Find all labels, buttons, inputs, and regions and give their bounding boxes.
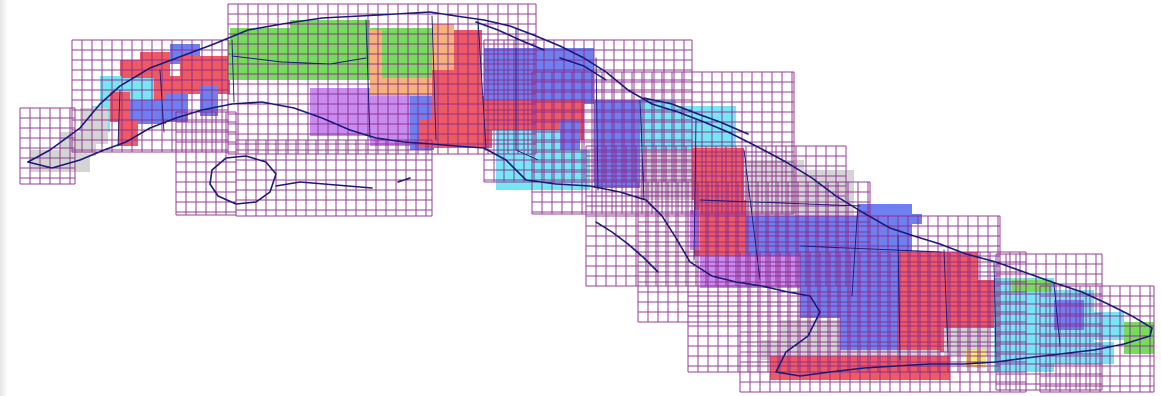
cell-orange	[432, 24, 454, 78]
admin-boundary	[365, 19, 371, 139]
admin-boundary	[943, 249, 949, 353]
admin-boundary	[897, 235, 901, 361]
grid-lines-tile-12	[995, 253, 1103, 391]
coastline-segment	[595, 221, 659, 273]
admin-boundary	[693, 119, 697, 261]
admin-boundary	[117, 89, 121, 147]
cell-cyan	[100, 76, 110, 86]
cell-blue	[912, 214, 922, 224]
cell-blue	[560, 120, 580, 150]
admin-boundary	[159, 69, 165, 133]
cell-red	[110, 92, 130, 122]
coastline-segment	[397, 177, 411, 183]
admin-boundary	[515, 27, 539, 161]
admin-boundary	[595, 57, 599, 191]
admin-boundary	[799, 245, 943, 253]
cell-orange	[380, 78, 432, 98]
cell-blue	[166, 94, 188, 122]
coastline-segment	[27, 101, 1153, 377]
admin-boundary	[851, 203, 859, 297]
coastline	[27, 11, 1153, 377]
admin-boundary	[1053, 283, 1061, 347]
admin-boundary	[639, 99, 645, 201]
cell-cyan	[640, 100, 676, 152]
cell-red	[694, 200, 746, 256]
cell-red	[120, 60, 140, 78]
cell-gray	[760, 340, 790, 360]
grid-lines-tile-1	[19, 107, 76, 185]
cell-cyan	[1054, 342, 1114, 364]
cell-green	[380, 28, 432, 78]
cell-red	[484, 100, 534, 130]
cell-red	[432, 70, 482, 100]
coastline-segment	[275, 181, 373, 189]
left-edge-shadow	[0, 0, 8, 396]
cell-blue	[200, 86, 218, 116]
cell-green	[290, 20, 370, 32]
cell-red	[944, 280, 994, 328]
cell-cyan	[676, 106, 736, 150]
coastline-segment	[643, 97, 749, 135]
cell-blue	[1054, 300, 1084, 330]
cell-orange	[370, 30, 382, 96]
admin-boundary	[231, 39, 235, 103]
admin-boundary	[699, 199, 861, 207]
coastline-segment	[475, 21, 545, 51]
grid-lines-tile-5	[235, 139, 433, 217]
admin-boundary	[477, 19, 487, 149]
cell-green	[1012, 280, 1052, 292]
coastline-segment	[27, 11, 1153, 329]
cell-red	[118, 120, 138, 146]
cell-red	[140, 52, 170, 78]
cell-green	[1124, 322, 1154, 354]
admin-boundary	[431, 15, 437, 141]
grid-lines-tile-11	[739, 251, 1027, 393]
cell-purple	[310, 88, 370, 136]
coastline-segment	[559, 57, 607, 81]
cell-blue	[594, 100, 642, 188]
admin-boundary	[743, 149, 761, 281]
admin-boundary	[231, 55, 367, 65]
coastline-segment	[209, 155, 277, 205]
grid-lines-tile-13	[1039, 285, 1155, 393]
cell-purple	[690, 210, 700, 250]
grid-lines	[19, 3, 1155, 393]
cell-yellow	[966, 350, 986, 368]
admin-boundary	[993, 261, 997, 363]
grid-lines-tile-4	[227, 3, 537, 155]
grid-tile-5	[236, 140, 432, 216]
cell-blue	[484, 48, 594, 104]
